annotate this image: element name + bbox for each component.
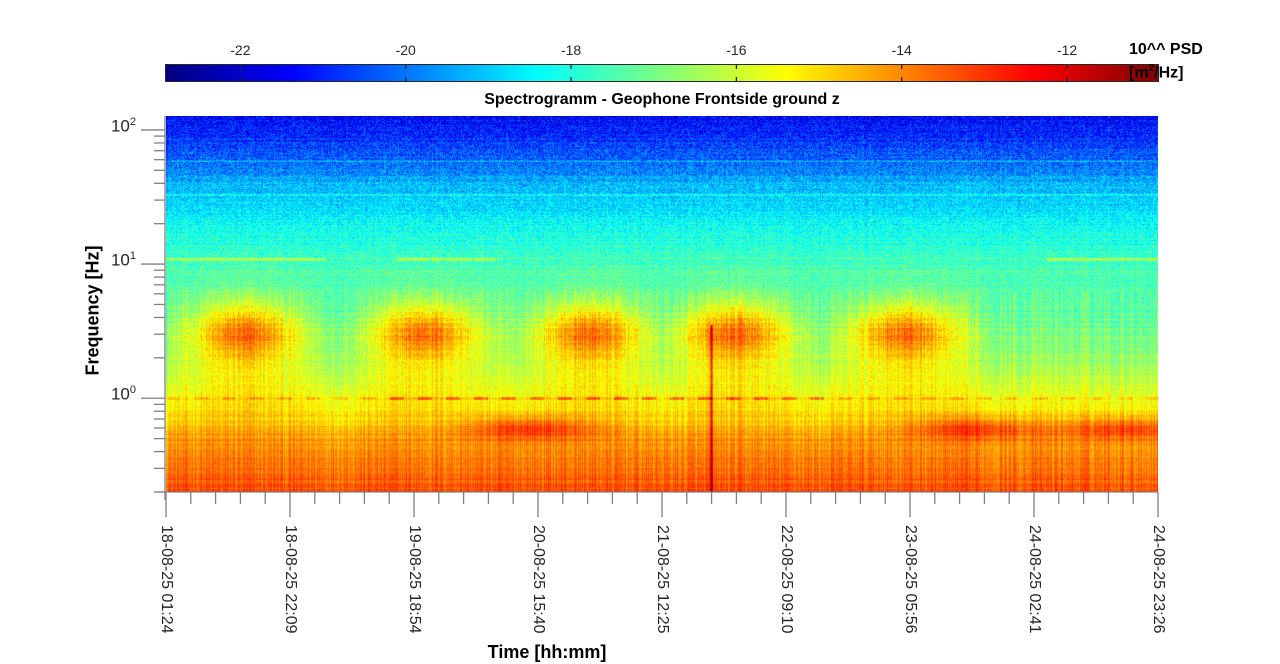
x-tick-label: 19-08-25 18:54 xyxy=(406,525,423,634)
colorbar-tick-label: -14 xyxy=(891,42,912,58)
x-tick-label: 24-08-25 02:41 xyxy=(1026,525,1043,634)
colorbar-unit: [m2/Hz] xyxy=(1129,63,1184,82)
x-tick-label: 22-08-25 09:10 xyxy=(778,525,795,634)
colorbar-tick-label: -22 xyxy=(230,42,251,58)
x-tick-label: 18-08-25 01:24 xyxy=(158,525,175,634)
colorbar-tick-label: -18 xyxy=(560,42,582,58)
y-tick-label: 101 xyxy=(110,250,136,270)
chart-title: Spectrogramm - Geophone Frontside ground… xyxy=(484,91,840,108)
x-tick-label: 24-08-25 23:26 xyxy=(1150,525,1167,634)
x-tick-label: 20-08-25 15:40 xyxy=(530,525,547,634)
y-tick-label: 102 xyxy=(110,115,136,136)
colorbar-label: 10^^ PSD xyxy=(1129,41,1203,58)
y-axis-label: Frequency [Hz] xyxy=(82,245,103,376)
colorbar-tick-label: -16 xyxy=(726,42,747,58)
y-tick-label: 100 xyxy=(110,384,136,404)
colorbar xyxy=(165,64,1159,82)
x-tick-label: 18-08-25 22:09 xyxy=(282,525,299,634)
x-axis-label: Time [hh:mm] xyxy=(487,642,607,662)
x-tick-label: 23-08-25 05:56 xyxy=(902,525,919,634)
colorbar-tick-label: -12 xyxy=(1056,42,1078,58)
x-tick-label: 21-08-25 12:25 xyxy=(654,525,671,634)
colorbar-tick-label: -20 xyxy=(395,42,416,58)
spectrogram-heatmap xyxy=(166,116,1158,492)
